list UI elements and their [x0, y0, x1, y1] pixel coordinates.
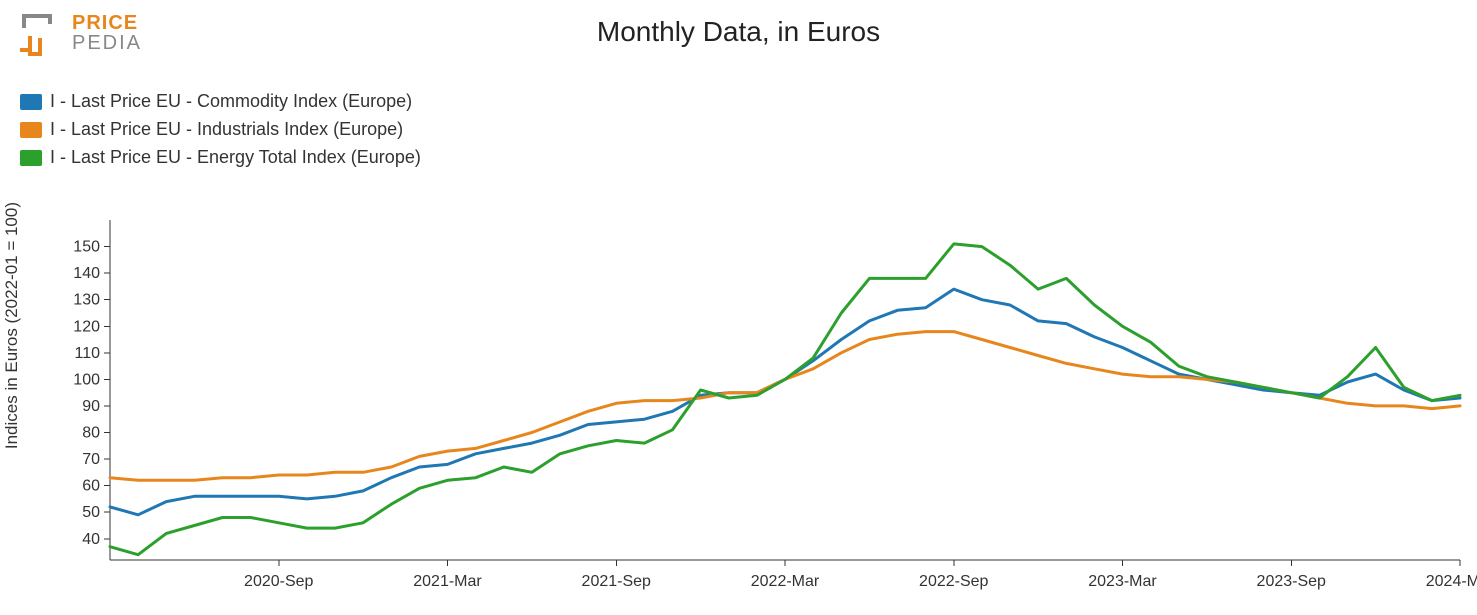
- legend-label: I - Last Price EU - Industrials Index (E…: [50, 116, 403, 144]
- svg-text:2020-Sep: 2020-Sep: [244, 573, 313, 590]
- svg-text:110: 110: [74, 345, 100, 362]
- svg-text:2021-Mar: 2021-Mar: [413, 573, 482, 590]
- legend-item: I - Last Price EU - Commodity Index (Eur…: [20, 88, 421, 116]
- svg-text:130: 130: [73, 292, 100, 309]
- legend-label: I - Last Price EU - Energy Total Index (…: [50, 144, 421, 172]
- legend-item: I - Last Price EU - Energy Total Index (…: [20, 144, 421, 172]
- svg-text:2022-Sep: 2022-Sep: [919, 573, 988, 590]
- line-chart: 40 50 60 70 80 90 100 110 120 130 140 150 2020-Sep 20…: [0, 200, 1477, 605]
- svg-text:80: 80: [82, 425, 100, 442]
- svg-text:50: 50: [82, 504, 100, 521]
- svg-text:40: 40: [82, 531, 100, 548]
- svg-text:120: 120: [73, 318, 100, 335]
- chart-title: Monthly Data, in Euros: [0, 16, 1477, 48]
- legend-swatch: [20, 94, 42, 110]
- legend-item: I - Last Price EU - Industrials Index (E…: [20, 116, 421, 144]
- legend-swatch: [20, 122, 42, 138]
- svg-text:100: 100: [73, 371, 100, 388]
- svg-text:70: 70: [82, 451, 100, 468]
- legend: I - Last Price EU - Commodity Index (Eur…: [20, 88, 421, 172]
- svg-text:2023-Mar: 2023-Mar: [1088, 573, 1157, 590]
- legend-label: I - Last Price EU - Commodity Index (Eur…: [50, 88, 412, 116]
- svg-text:150: 150: [73, 239, 100, 256]
- svg-text:2021-Sep: 2021-Sep: [582, 573, 651, 590]
- chart-area: 40 50 60 70 80 90 100 110 120 130 140 150 2020-Sep 20…: [0, 200, 1477, 605]
- legend-swatch: [20, 150, 42, 166]
- svg-text:2024-Mar: 2024-Mar: [1426, 573, 1477, 590]
- svg-text:60: 60: [82, 478, 100, 495]
- svg-text:2023-Sep: 2023-Sep: [1257, 573, 1326, 590]
- svg-text:2022-Mar: 2022-Mar: [751, 573, 820, 590]
- svg-text:140: 140: [73, 265, 100, 282]
- svg-text:90: 90: [82, 398, 100, 415]
